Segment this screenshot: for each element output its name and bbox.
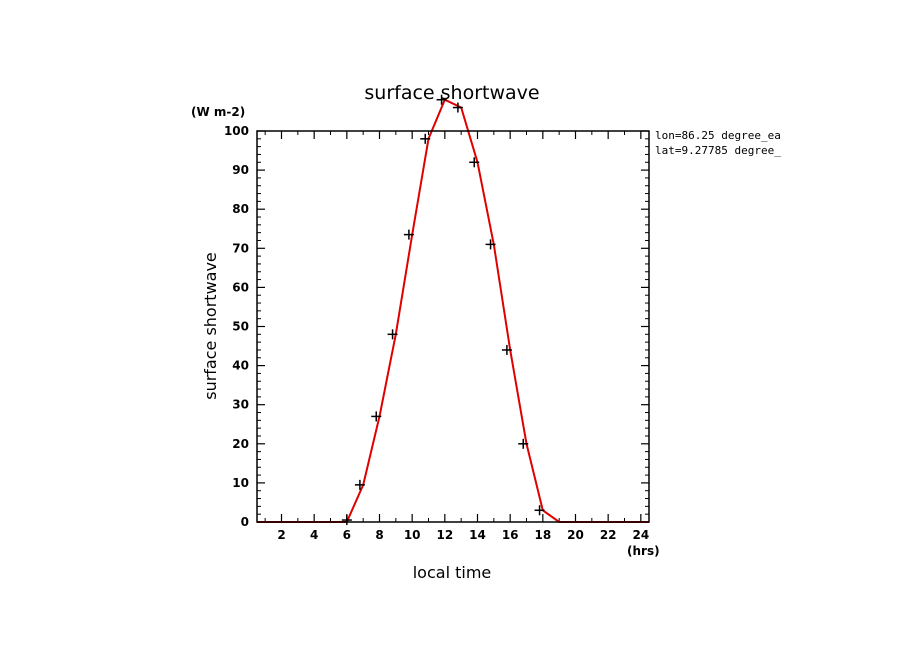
chart-title: surface shortwave — [364, 82, 539, 104]
annotation-lon: lon=86.25 degree_ea — [655, 129, 781, 142]
x-tick-label: 6 — [343, 528, 351, 542]
data-marker — [469, 157, 480, 168]
data-marker — [485, 239, 496, 250]
data-marker — [452, 102, 463, 113]
x-tick-label: 12 — [436, 528, 453, 542]
y-tick-label: 0 — [241, 515, 249, 529]
plot-area — [257, 94, 649, 526]
annotation-lat: lat=9.27785 degree_ — [655, 144, 781, 157]
x-tick-label: 10 — [404, 528, 421, 542]
x-tick-label: 2 — [277, 528, 285, 542]
x-tick-label: 8 — [375, 528, 383, 542]
x-tick-label: 22 — [600, 528, 617, 542]
data-markers — [341, 94, 545, 526]
x-axis-label: local time — [413, 563, 492, 582]
series-line — [257, 98, 649, 523]
y-tick-label: 40 — [232, 359, 249, 373]
data-marker — [371, 411, 382, 422]
axis-ticks — [257, 130, 649, 523]
x-tick-label: 16 — [502, 528, 519, 542]
y-tick-label: 20 — [232, 437, 249, 451]
y-unit-label: (W m-2) — [191, 105, 245, 119]
y-tick-label: 30 — [232, 398, 249, 412]
x-tick-label: 4 — [310, 528, 318, 542]
y-tick-label: 90 — [232, 163, 249, 177]
y-tick-label: 100 — [224, 124, 249, 138]
y-tick-label: 60 — [232, 280, 249, 294]
y-tick-label: 50 — [232, 320, 249, 334]
tick-labels: 2 4 6 8 10 12 14 16 18 20 22 2401020304050607080901… — [224, 124, 649, 542]
x-tick-label: 14 — [469, 528, 486, 542]
x-tick-label: 18 — [534, 528, 551, 542]
x-unit-label: (hrs) — [627, 544, 660, 558]
data-marker — [341, 515, 352, 526]
data-marker — [534, 505, 545, 516]
data-marker — [420, 133, 431, 144]
x-tick-label: 24 — [632, 528, 649, 542]
y-tick-label: 70 — [232, 241, 249, 255]
data-marker — [518, 438, 529, 449]
data-marker — [354, 479, 365, 490]
y-axis-label: surface shortwave — [201, 252, 220, 400]
x-tick-label: 20 — [567, 528, 584, 542]
y-tick-label: 10 — [232, 476, 249, 490]
y-tick-label: 80 — [232, 202, 249, 216]
data-marker — [501, 344, 512, 355]
data-marker — [403, 229, 414, 240]
data-marker — [387, 329, 398, 340]
data-marker — [436, 94, 447, 105]
plot-frame — [256, 130, 650, 523]
